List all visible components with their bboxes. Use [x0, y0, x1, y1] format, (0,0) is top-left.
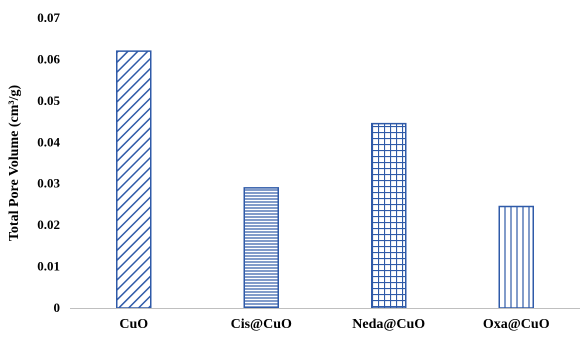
bars: [116, 50, 534, 309]
bar-neda-cuo: [371, 122, 407, 309]
x-tick-label: CuO: [119, 317, 148, 332]
y-tick-label: 0.05: [37, 93, 60, 108]
x-tick-label: Cis@CuO: [231, 317, 292, 332]
x-tick-label: Oxa@CuO: [483, 317, 550, 332]
bar-oxa-cuo: [498, 205, 534, 309]
bar-cis-cuo: [243, 187, 279, 309]
y-tick-label: 0.07: [37, 10, 60, 25]
x-axis-labels: CuO Cis@CuO Neda@CuO Oxa@CuO: [119, 317, 549, 332]
y-tick-label: 0.06: [37, 51, 60, 66]
x-tick-label: Neda@CuO: [352, 317, 425, 332]
y-tick-label: 0.01: [37, 259, 60, 274]
y-tick-label: 0: [54, 300, 61, 315]
y-axis-title: Total Pore Volume (cm³/g): [7, 85, 22, 242]
y-tick-label: 0.03: [37, 176, 60, 191]
bar-cuo: [116, 50, 152, 309]
y-axis-ticks: 0 0.01 0.02 0.03 0.04 0.05 0.06 0.07: [37, 10, 60, 315]
y-tick-label: 0.02: [37, 217, 60, 232]
y-tick-label: 0.04: [37, 134, 60, 149]
